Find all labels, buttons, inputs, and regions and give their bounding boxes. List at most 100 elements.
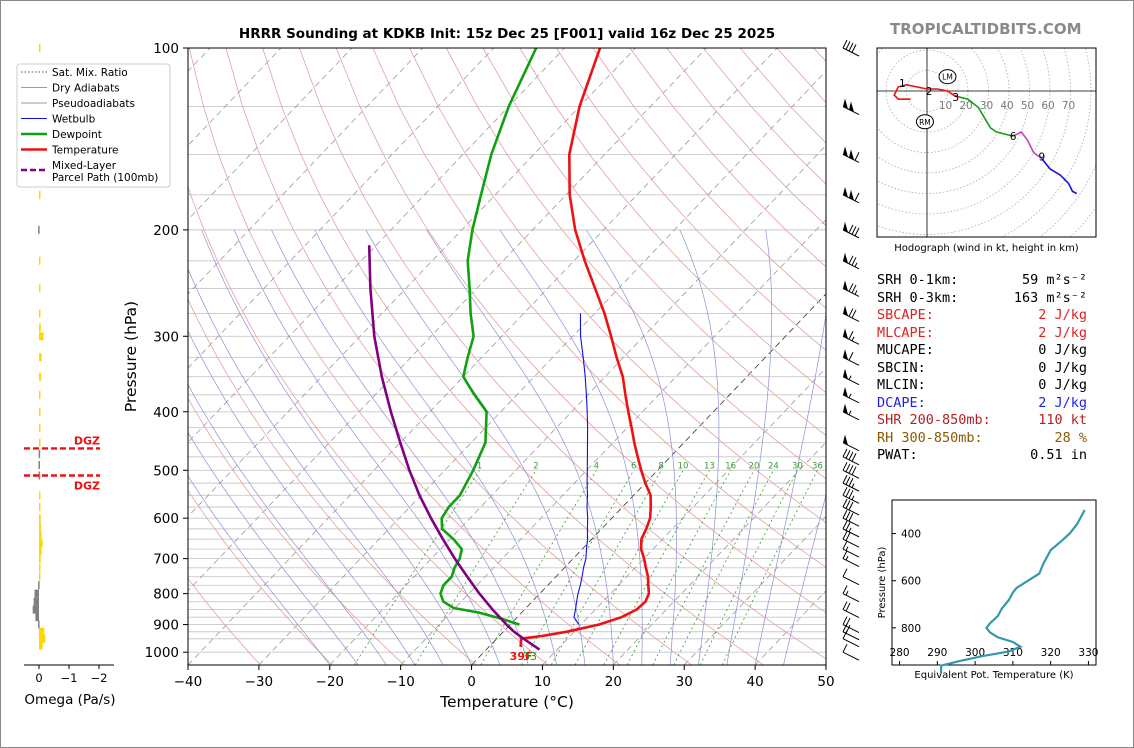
param-value: 0 J/kg [1038, 342, 1087, 358]
omega-bar [39, 531, 42, 540]
legend-label: Parcel Path (100mb) [52, 172, 158, 184]
omega-bar [38, 620, 40, 629]
barb-flag [842, 585, 848, 594]
wind-barb [842, 601, 860, 618]
wind-barb [842, 252, 860, 270]
mixing-ratio-line [652, 470, 755, 665]
param-row: RH 300-850mb: 28 % [877, 430, 1087, 448]
theta-x-tick-label: 280 [890, 647, 910, 659]
y-tick-label: 1000 [145, 645, 179, 661]
dgz-label: DGZ [74, 434, 100, 447]
param-label: DCAPE: [877, 394, 926, 411]
mixing-ratio-label: 16 [725, 461, 736, 471]
barb-flag [842, 520, 848, 530]
isotherm-line [188, 48, 707, 592]
barb-staff [842, 528, 860, 538]
barb-pennant [843, 403, 848, 415]
hodo-ring-label: 50 [1021, 100, 1034, 112]
barb-flag [848, 490, 854, 499]
barb-pennant [843, 186, 848, 198]
hodo-height-label: 1 [899, 78, 906, 90]
moist-adiabat [754, 311, 826, 665]
barb-pennant [843, 252, 848, 264]
y-tick-label: 300 [153, 329, 179, 345]
storm-motion-label: RM [919, 118, 931, 127]
barb-flag [845, 511, 851, 520]
param-label: SHR 200-850mb: [877, 412, 991, 428]
omega-bar [39, 309, 41, 318]
param-row: SHR 200-850mb: 110 kt [877, 412, 1087, 430]
param-row: MLCAPE: 2 J/kg [877, 325, 1087, 343]
wind-barb [842, 643, 860, 661]
mixing-ratio-line [699, 470, 798, 665]
barb-flag [848, 224, 854, 234]
hodo-ring-label: 10 [939, 100, 952, 112]
dry-adiabat [372, 48, 826, 568]
omega-bar [38, 461, 40, 470]
barb-staff [842, 47, 860, 57]
hodo-ring [702, 0, 1134, 317]
barb-half-flag [848, 375, 852, 380]
hodo-trace [959, 96, 1014, 137]
barb-flag [842, 530, 848, 540]
barb-half-flag [851, 483, 855, 488]
dry-adiabat [482, 48, 826, 436]
mixing-ratio-line [721, 470, 818, 665]
isotherm-line [329, 144, 826, 665]
theta-x-axis-label: Equivalent Pot. Temperature (K) [914, 670, 1073, 681]
legend: Sat. Mix. Ratio Dry Adiabats Pseudoadiabat… [16, 63, 171, 188]
barb-half-flag [845, 546, 849, 551]
brand-watermark: TROPICALTIDBITS.COM [890, 20, 1082, 38]
param-label: PWAT: [877, 447, 918, 463]
skewt-plot-area [188, 48, 826, 665]
omega-bar [39, 491, 41, 500]
hodo-ring-label: 60 [1041, 100, 1054, 112]
barb-flag [842, 498, 848, 508]
wind-barb [842, 462, 860, 479]
mixing-ratio-line [550, 470, 662, 665]
wind-barb [842, 186, 860, 204]
moist-adiabat [726, 229, 773, 665]
barb-flag [845, 522, 851, 531]
dry-adiabat [188, 48, 621, 665]
mixing-ratio-line [626, 470, 732, 665]
barb-flag [842, 487, 848, 496]
barb-half-flag [851, 495, 855, 501]
moist-adiabat [188, 330, 416, 665]
theta-x-tick-label: 310 [1003, 647, 1023, 659]
hodograph-panel: 10 20 30 40 50 60 70 LM RM 1 2 3 6 9 Hodograph (wind i… [702, 0, 1134, 317]
moist-adiabat [499, 229, 643, 665]
hodo-ring-label: 20 [959, 100, 972, 112]
y-tick-label: 700 [153, 552, 179, 568]
omega-bar [39, 423, 41, 432]
barb-flag [851, 226, 857, 235]
barb-flag [854, 227, 860, 237]
barb-flag [842, 623, 848, 632]
barb-pennant [849, 101, 854, 113]
wind-barb [842, 509, 860, 527]
isotherm-line [613, 441, 826, 665]
mixing-ratio-line [673, 470, 774, 665]
theta-x-tick-label: 290 [927, 647, 947, 659]
dry-adiabat [262, 48, 764, 665]
param-row: SRH 0-3km: 163 m²s⁻² [877, 290, 1087, 308]
isotherm-line [188, 48, 353, 221]
param-label: MLCIN: [877, 377, 926, 393]
mixing-ratio-label: 1 [477, 461, 482, 471]
isotherm-line [542, 367, 826, 665]
theta-frame [891, 499, 1097, 666]
theta-y-tick-label: 800 [901, 623, 921, 635]
param-value: 2 J/kg [1038, 394, 1087, 411]
isotherm-line [188, 48, 778, 665]
theta-e-line [940, 509, 1086, 673]
barb-flag [845, 602, 851, 612]
x-tick-label: 10 [534, 674, 551, 690]
param-value: 0 J/kg [1038, 359, 1087, 376]
wind-barb [842, 550, 860, 568]
barb-flag [848, 477, 854, 487]
mixing-ratio-label: 8 [658, 461, 663, 471]
legend-label: Wetbulb [52, 114, 96, 126]
param-value: 163 m²s⁻² [1013, 289, 1087, 306]
moist-adiabat [679, 229, 720, 665]
